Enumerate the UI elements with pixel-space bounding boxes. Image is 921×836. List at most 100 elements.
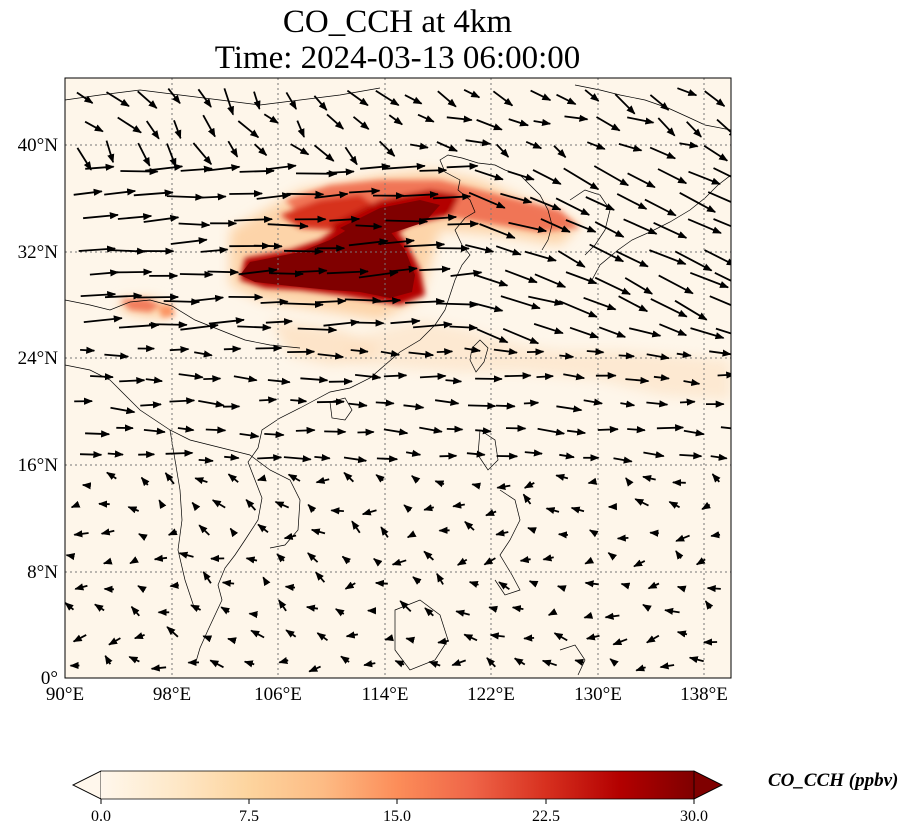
- wind-arrow: [586, 348, 605, 356]
- wind-arrow: [403, 403, 425, 411]
- wind-arrow: [527, 527, 537, 535]
- wind-arrow: [468, 191, 506, 209]
- wind-arrow: [717, 371, 731, 379]
- wind-arrow: [313, 144, 335, 162]
- wind-arrow: [466, 450, 486, 458]
- wind-arrow: [138, 533, 148, 541]
- wind-arrow: [644, 198, 677, 217]
- wind-arrow: [529, 196, 562, 211]
- wind-arrow: [198, 524, 210, 536]
- wind-arrow: [178, 372, 204, 380]
- wind-arrow: [502, 327, 540, 345]
- wind-arrow: [419, 265, 451, 273]
- wind-arrow: [357, 428, 375, 436]
- wind-arrow: [308, 664, 321, 673]
- wind-arrow: [143, 214, 180, 223]
- wind-arrow: [687, 218, 722, 234]
- wind-arrow: [104, 655, 113, 665]
- wind-arrow: [278, 599, 287, 612]
- wind-arrow: [194, 477, 208, 485]
- wind-arrow: [643, 451, 665, 459]
- wind-arrow: [158, 499, 167, 510]
- wind-arrow: [479, 223, 516, 239]
- wind-arrow: [584, 580, 599, 588]
- wind-arrow: [257, 523, 269, 534]
- wind-arrow: [620, 582, 631, 590]
- wind-arrow: [607, 552, 617, 561]
- wind-arrow: [650, 298, 688, 318]
- wind-arrow: [403, 241, 446, 249]
- wind-arrow: [410, 142, 429, 150]
- wind-arrow: [257, 474, 267, 482]
- wind-arrow: [169, 581, 179, 589]
- wind-arrow: [679, 398, 696, 406]
- colorbar-label: CO_CCH (ppbv): [768, 770, 899, 791]
- longitude-ticks: 90°E 98°E 106°E 114°E 122°E 130°E 138°E: [46, 684, 728, 705]
- wind-arrow: [169, 397, 196, 405]
- wind-arrow: [153, 554, 168, 562]
- wind-arrow: [145, 120, 160, 140]
- wind-arrow: [589, 529, 599, 538]
- wind-arrow: [253, 143, 268, 156]
- wind-arrow: [507, 170, 535, 181]
- wind-arrow: [659, 323, 688, 337]
- wind-arrow: [465, 244, 495, 254]
- wind-arrow: [616, 250, 649, 268]
- wind-arrow: [565, 271, 598, 285]
- wind-arrow: [260, 298, 289, 306]
- wind-arrow: [290, 397, 308, 405]
- wind-arrow: [267, 377, 291, 385]
- wind-arrow: [623, 218, 658, 235]
- wind-arrow: [208, 317, 245, 325]
- wind-arrow: [498, 581, 510, 591]
- wind-arrow: [385, 217, 429, 225]
- wind-arrow: [190, 604, 201, 612]
- wind-arrow: [315, 476, 330, 484]
- wind-arrow: [274, 500, 290, 509]
- wind-arrow: [594, 221, 625, 238]
- wind-arrow: [283, 247, 324, 256]
- latitude-ticks: 0° 8°N 16°N 24°N 32°N 40°N: [18, 135, 59, 689]
- wind-arrow: [524, 449, 543, 457]
- wind-arrow: [585, 633, 600, 641]
- wind-arrow: [710, 453, 728, 461]
- wind-arrow: [463, 88, 481, 99]
- wind-arrow: [659, 662, 675, 670]
- wind-arrow: [463, 633, 478, 642]
- wind-arrow: [167, 88, 181, 105]
- wind-arrow: [436, 572, 445, 585]
- wind-arrow: [296, 120, 305, 138]
- wind-arrow: [220, 606, 230, 615]
- wind-arrow: [255, 344, 283, 352]
- wind-arrow: [508, 118, 529, 127]
- wind-arrow: [635, 664, 646, 672]
- wind-arrow: [316, 632, 329, 642]
- wind-arrow: [706, 584, 721, 593]
- wind-arrow: [221, 579, 235, 587]
- wind-arrow: [649, 249, 687, 265]
- wind-arrow: [205, 426, 227, 434]
- wind-arrow: [378, 140, 396, 157]
- wind-arrow: [627, 426, 646, 434]
- wind-arrow: [664, 607, 680, 615]
- wind-arrow: [80, 290, 117, 299]
- wind-arrow: [324, 428, 347, 436]
- wind-arrow: [202, 571, 212, 584]
- colorbar-tick-label: 22.5: [532, 808, 560, 825]
- wind-arrow: [557, 531, 568, 539]
- wind-arrow: [178, 551, 194, 559]
- wind-arrow: [720, 426, 731, 430]
- wind-arrow: [233, 215, 273, 224]
- wind-arrow: [140, 476, 150, 487]
- lon-tick-label: 130°E: [574, 684, 622, 705]
- wind-arrow: [374, 579, 388, 588]
- wind-arrow: [492, 90, 514, 107]
- wind-arrow: [137, 293, 180, 301]
- colorbar: 0.0 7.5 15.0 22.5 30.0: [72, 770, 723, 825]
- wind-arrow: [419, 426, 443, 434]
- lat-tick-label: 16°N: [18, 455, 59, 476]
- wind-arrow: [545, 507, 560, 515]
- wind-arrow: [323, 319, 360, 327]
- wind-arrow: [496, 482, 511, 490]
